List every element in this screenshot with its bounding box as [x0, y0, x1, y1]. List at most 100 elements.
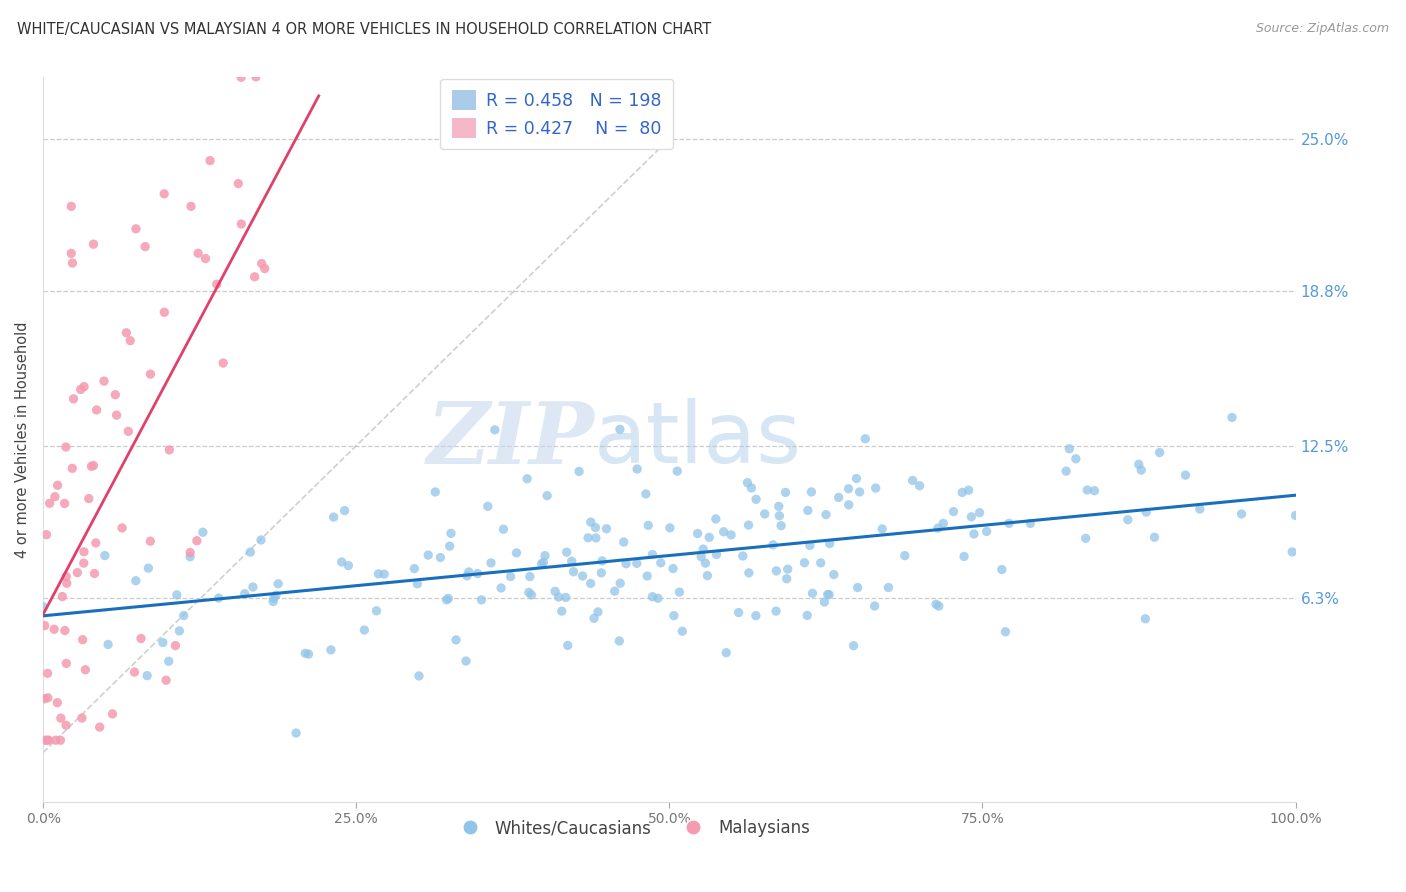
- Point: [585, 520, 607, 534]
- Point: [666, 464, 689, 478]
- Point: [37, 666, 59, 681]
- Point: [662, 561, 685, 575]
- Point: [928, 599, 950, 614]
- Point: [634, 487, 657, 501]
- Point: [489, 581, 512, 595]
- Point: [179, 549, 201, 564]
- Point: [817, 587, 839, 601]
- Point: [152, 635, 174, 649]
- Point: [609, 422, 631, 436]
- Point: [561, 554, 583, 568]
- Point: [1019, 516, 1042, 531]
- Point: [46, 696, 69, 710]
- Point: [1128, 458, 1150, 472]
- Point: [406, 576, 429, 591]
- Point: [641, 590, 664, 604]
- Point: [55, 657, 77, 671]
- Point: [38, 733, 60, 747]
- Point: [960, 509, 983, 524]
- Point: [671, 624, 693, 639]
- Point: [73, 545, 96, 559]
- Point: [42, 622, 65, 636]
- Point: [173, 608, 195, 623]
- Point: [53, 624, 76, 638]
- Point: [505, 546, 527, 560]
- Point: [186, 533, 208, 548]
- Point: [775, 485, 797, 500]
- Point: [690, 549, 713, 564]
- Point: [94, 549, 117, 563]
- Point: [796, 608, 818, 623]
- Point: [1281, 545, 1303, 559]
- Point: [32, 599, 55, 614]
- Point: [373, 567, 395, 582]
- Point: [737, 518, 759, 533]
- Point: [157, 654, 180, 668]
- Point: [285, 726, 308, 740]
- Point: [250, 256, 273, 270]
- Point: [366, 604, 388, 618]
- Point: [456, 569, 478, 583]
- Point: [534, 549, 557, 563]
- Point: [953, 549, 976, 564]
- Point: [925, 597, 948, 611]
- Point: [333, 503, 356, 517]
- Point: [842, 639, 865, 653]
- Point: [696, 568, 718, 582]
- Point: [34, 733, 56, 747]
- Point: [34, 618, 56, 632]
- Point: [1130, 463, 1153, 477]
- Point: [636, 569, 658, 583]
- Point: [436, 593, 458, 607]
- Point: [658, 521, 681, 535]
- Point: [444, 632, 467, 647]
- Point: [800, 485, 823, 500]
- Point: [89, 720, 111, 734]
- Point: [731, 549, 754, 563]
- Point: [191, 525, 214, 540]
- Point: [557, 639, 579, 653]
- Point: [115, 326, 138, 340]
- Point: [125, 574, 148, 588]
- Y-axis label: 4 or more Vehicles in Household: 4 or more Vehicles in Household: [15, 321, 30, 558]
- Point: [957, 483, 980, 498]
- Point: [55, 718, 77, 732]
- Text: atlas: atlas: [595, 398, 803, 481]
- Point: [765, 604, 787, 618]
- Point: [1174, 468, 1197, 483]
- Point: [1188, 502, 1211, 516]
- Point: [134, 240, 156, 254]
- Point: [231, 217, 253, 231]
- Point: [264, 588, 287, 602]
- Point: [35, 527, 58, 541]
- Point: [129, 632, 152, 646]
- Point: [720, 528, 742, 542]
- Point: [609, 576, 631, 591]
- Point: [139, 367, 162, 381]
- Point: [56, 576, 79, 591]
- Point: [86, 403, 108, 417]
- Point: [166, 588, 188, 602]
- Point: [440, 526, 463, 541]
- Point: [1284, 508, 1306, 523]
- Point: [367, 566, 389, 581]
- Point: [70, 711, 93, 725]
- Point: [66, 566, 89, 580]
- Point: [1135, 612, 1157, 626]
- Point: [901, 474, 924, 488]
- Point: [813, 595, 835, 609]
- Point: [848, 485, 870, 500]
- Point: [124, 665, 146, 679]
- Point: [153, 186, 176, 201]
- Point: [62, 256, 84, 270]
- Point: [845, 471, 868, 485]
- Point: [55, 440, 77, 454]
- Point: [319, 643, 342, 657]
- Point: [97, 637, 120, 651]
- Point: [72, 632, 94, 647]
- Point: [80, 459, 103, 474]
- Point: [111, 521, 134, 535]
- Point: [595, 522, 617, 536]
- Point: [101, 706, 124, 721]
- Point: [585, 531, 607, 545]
